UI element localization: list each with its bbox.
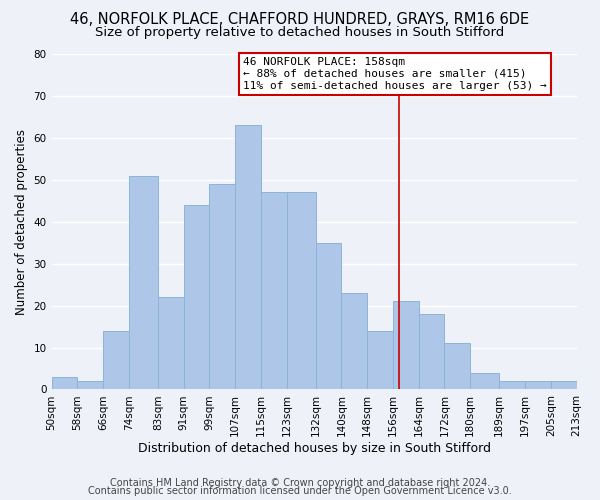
Bar [499,381,525,390]
Text: 46, NORFOLK PLACE, CHAFFORD HUNDRED, GRAYS, RM16 6DE: 46, NORFOLK PLACE, CHAFFORD HUNDRED, GRA… [70,12,530,28]
Text: 46 NORFOLK PLACE: 158sqm
← 88% of detached houses are smaller (415)
11% of semi-: 46 NORFOLK PLACE: 158sqm ← 88% of detach… [243,58,547,90]
Text: Contains public sector information licensed under the Open Government Licence v3: Contains public sector information licen… [88,486,512,496]
Bar [316,242,341,390]
Bar [470,372,499,390]
Bar [52,377,77,390]
Bar [235,126,261,390]
Bar [77,381,103,390]
Text: Size of property relative to detached houses in South Stifford: Size of property relative to detached ho… [95,26,505,39]
Bar [525,381,551,390]
Bar [445,344,470,390]
Bar [393,302,419,390]
Bar [129,176,158,390]
Bar [261,192,287,390]
Bar [287,192,316,390]
Bar [419,314,445,390]
Bar [367,331,393,390]
Bar [209,184,235,390]
Bar [184,205,209,390]
Bar [103,331,129,390]
X-axis label: Distribution of detached houses by size in South Stifford: Distribution of detached houses by size … [137,442,491,455]
Y-axis label: Number of detached properties: Number of detached properties [15,128,28,314]
Text: Contains HM Land Registry data © Crown copyright and database right 2024.: Contains HM Land Registry data © Crown c… [110,478,490,488]
Bar [158,297,184,390]
Bar [551,381,577,390]
Bar [341,293,367,390]
